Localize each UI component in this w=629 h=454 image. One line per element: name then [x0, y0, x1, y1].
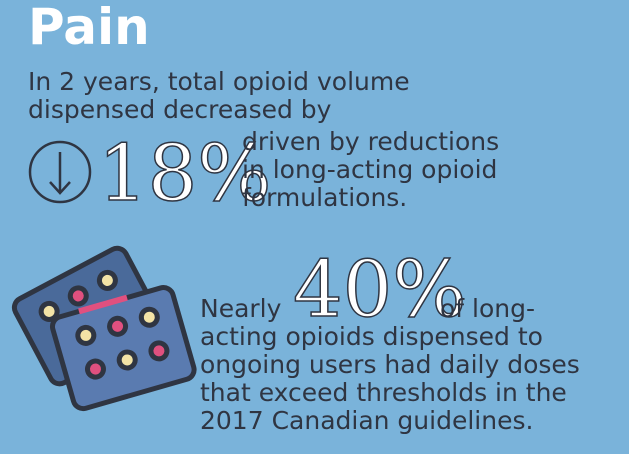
- lead-line: In 2 years, total opioid volume: [28, 67, 410, 96]
- detail-line: of long-: [440, 294, 535, 323]
- detail-line: ongoing users had daily doses: [200, 350, 580, 379]
- detail-line: 2017 Canadian guidelines.: [200, 406, 533, 435]
- detail-line: in long-acting opioid: [242, 155, 497, 184]
- decrease-icon: [28, 140, 92, 204]
- detail-line: driven by reductions: [242, 127, 499, 156]
- detail-line: formulations.: [242, 183, 407, 212]
- detail-line: that exceed thresholds in the: [200, 378, 567, 407]
- title: Pain: [28, 0, 150, 56]
- lead-line: dispensed decreased by: [28, 95, 332, 124]
- stat-18: 18%: [98, 129, 271, 219]
- detail-line: acting opioids dispensed to: [200, 322, 543, 351]
- stat-40: 40%: [293, 245, 466, 335]
- stat-prefix: Nearly: [200, 294, 282, 323]
- pill-packs: [11, 245, 197, 412]
